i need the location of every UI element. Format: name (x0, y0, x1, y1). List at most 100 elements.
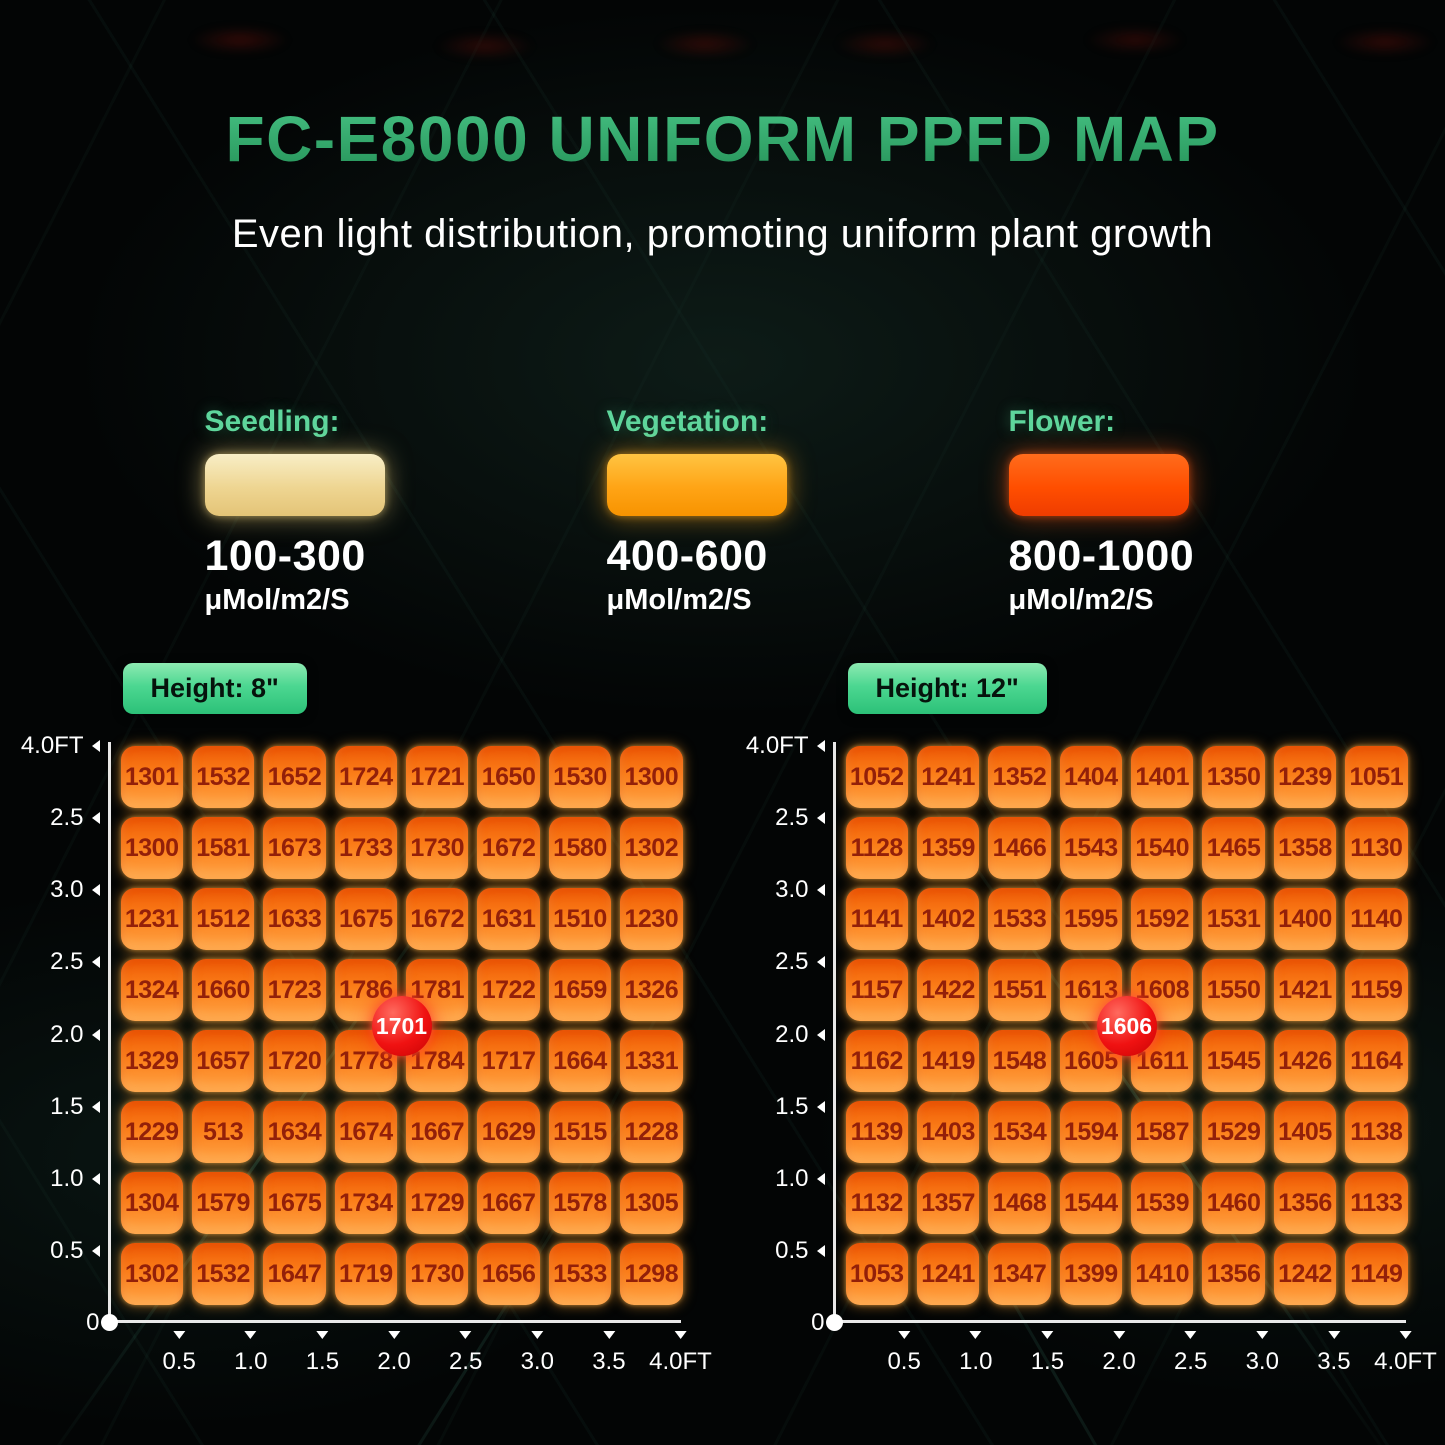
ppfd-cell: 1613 (1059, 959, 1122, 1021)
ppfd-value: 1053 (849, 1259, 904, 1288)
ppfd-cell: 1733 (334, 817, 397, 879)
ppfd-value: 1652 (267, 762, 322, 791)
ppfd-value: 1356 (1206, 1259, 1261, 1288)
ppfd-value: 1466 (992, 833, 1047, 862)
ppfd-cell: 1229 (120, 1101, 183, 1163)
ppfd-cell: 1352 (988, 746, 1051, 808)
x-axis-tick: 2.0 (1102, 1331, 1136, 1376)
ppfd-cell: 1399 (1059, 1243, 1122, 1305)
ppfd-cell: 1660 (191, 959, 255, 1021)
x-axis-tick: 3.5 (1317, 1331, 1351, 1376)
y-axis-label-text: 2.5 (50, 804, 84, 832)
y-axis-label: 0 (86, 1309, 99, 1337)
ppfd-cell: 1723 (263, 959, 326, 1021)
y-axis-tick-icon (91, 1028, 100, 1041)
ppfd-cell: 1529 (1202, 1101, 1265, 1163)
ppfd-value: 1402 (921, 904, 975, 933)
x-axis-tick-icon (674, 1331, 687, 1339)
x-axis-tick-icon (1041, 1331, 1054, 1339)
ppfd-value: 1667 (410, 1117, 464, 1146)
axis-origin-dot (825, 1314, 843, 1331)
ppfd-value: 1629 (481, 1117, 536, 1146)
ppfd-cell: 1652 (263, 746, 326, 808)
ppfd-value: 1159 (1350, 975, 1403, 1004)
ppfd-cell: 1402 (916, 888, 980, 950)
ppfd-cell: 1162 (845, 1030, 908, 1092)
ppfd-value: 1401 (1135, 762, 1189, 791)
y-axis-label-text: 4.0FT (20, 732, 84, 759)
ppfd-value: 1302 (624, 833, 679, 862)
x-axis-tick: 1.0 (959, 1331, 992, 1376)
x-axis-label-text: 0.5 (887, 1348, 921, 1375)
height-badge: Height: 8" (122, 663, 307, 714)
x-axis-label-text: 0.5 (162, 1348, 196, 1375)
ppfd-cell: 1460 (1202, 1172, 1265, 1234)
x-axis-line (832, 1320, 1406, 1323)
ppfd-cell: 1659 (548, 959, 612, 1021)
ppfd-value: 1664 (553, 1046, 607, 1075)
ppfd-value: 1656 (481, 1259, 536, 1288)
ppfd-cell: 1331 (620, 1030, 683, 1092)
ppfd-value: 1611 (1136, 1046, 1189, 1075)
ppfd-value: 1422 (921, 975, 975, 1004)
ppfd-cell: 1239 (1273, 746, 1337, 808)
x-axis-tick: 1.0 (234, 1331, 267, 1376)
ppfd-cell: 1578 (548, 1172, 612, 1234)
y-axis-tick-icon (91, 956, 100, 969)
ppfd-cell: 1410 (1131, 1243, 1194, 1305)
ppfd-cell: 1157 (845, 959, 908, 1021)
x-axis-tick-icon (1113, 1331, 1125, 1339)
ppfd-cell: 1540 (1131, 817, 1194, 879)
height-badge: Height: 12" (847, 663, 1047, 714)
ppfd-cell: 1543 (1059, 817, 1122, 879)
x-axis-tick-icon (316, 1331, 329, 1339)
y-axis-label-text: 1.0 (775, 1164, 809, 1192)
ppfd-value: 1162 (850, 1046, 904, 1075)
ppfd-value: 1578 (553, 1188, 607, 1217)
ppfd-cell: 1581 (191, 817, 255, 879)
ppfd-value: 1350 (1206, 762, 1261, 791)
x-axis-tick-icon (244, 1331, 257, 1339)
ppfd-cell: 1401 (1131, 746, 1194, 808)
ppfd-cell: 1358 (1273, 817, 1337, 879)
x-axis-tick: 0.5 (887, 1331, 921, 1376)
background-glow-blobs (0, 0, 1445, 90)
ppfd-value: 1730 (410, 1259, 464, 1288)
y-axis-label: 3.0 (50, 876, 100, 904)
ppfd-value: 1675 (267, 1188, 322, 1217)
ppfd-value: 1512 (196, 904, 250, 933)
y-axis-tick-icon (816, 812, 825, 825)
ppfd-value: 1733 (339, 833, 393, 862)
ppfd-value: 1734 (339, 1188, 393, 1217)
x-axis-tick-icon (459, 1331, 472, 1339)
ppfd-value: 1594 (1064, 1117, 1118, 1146)
y-axis-label-text: 1.5 (775, 1092, 809, 1120)
ppfd-cell: 1545 (1202, 1030, 1265, 1092)
axis-origin-dot (100, 1314, 118, 1331)
y-axis: 4.0FT 2.5 3.0 2.5 2.0 1.5 1.0 0.5 0 (21, 732, 100, 1336)
legend-unit: μMol/m2/S (1008, 584, 1154, 616)
ppfd-value: 1468 (992, 1188, 1047, 1217)
ppfd-cell: 1721 (406, 746, 469, 808)
ppfd-cell: 1664 (548, 1030, 612, 1092)
ppfd-cell: 1357 (916, 1172, 980, 1234)
y-axis-tick-icon (816, 1028, 825, 1041)
ppfd-value: 1660 (196, 975, 250, 1004)
ppfd-value: 1730 (410, 833, 464, 862)
ppfd-cell: 1230 (620, 888, 683, 950)
ppfd-cell: 1667 (477, 1172, 540, 1234)
y-axis-label-text: 0.5 (775, 1236, 809, 1264)
ppfd-cell: 1400 (1273, 888, 1337, 950)
page-subtitle: Even light distribution, promoting unifo… (231, 212, 1214, 256)
ppfd-cell: 1533 (988, 888, 1051, 950)
ppfd-value: 1781 (410, 975, 464, 1004)
ppfd-cell: 1656 (477, 1243, 540, 1305)
ppfd-value: 1230 (624, 904, 679, 933)
ppfd-cell: 1300 (120, 817, 183, 879)
ppfd-value: 1051 (1349, 762, 1404, 791)
flower-color-swatch (1008, 454, 1189, 516)
ppfd-value: 1550 (1206, 975, 1261, 1004)
x-axis-tick: 2.5 (1174, 1331, 1207, 1376)
ppfd-cell: 1534 (988, 1101, 1051, 1163)
ppfd-cell: 1595 (1059, 888, 1122, 950)
